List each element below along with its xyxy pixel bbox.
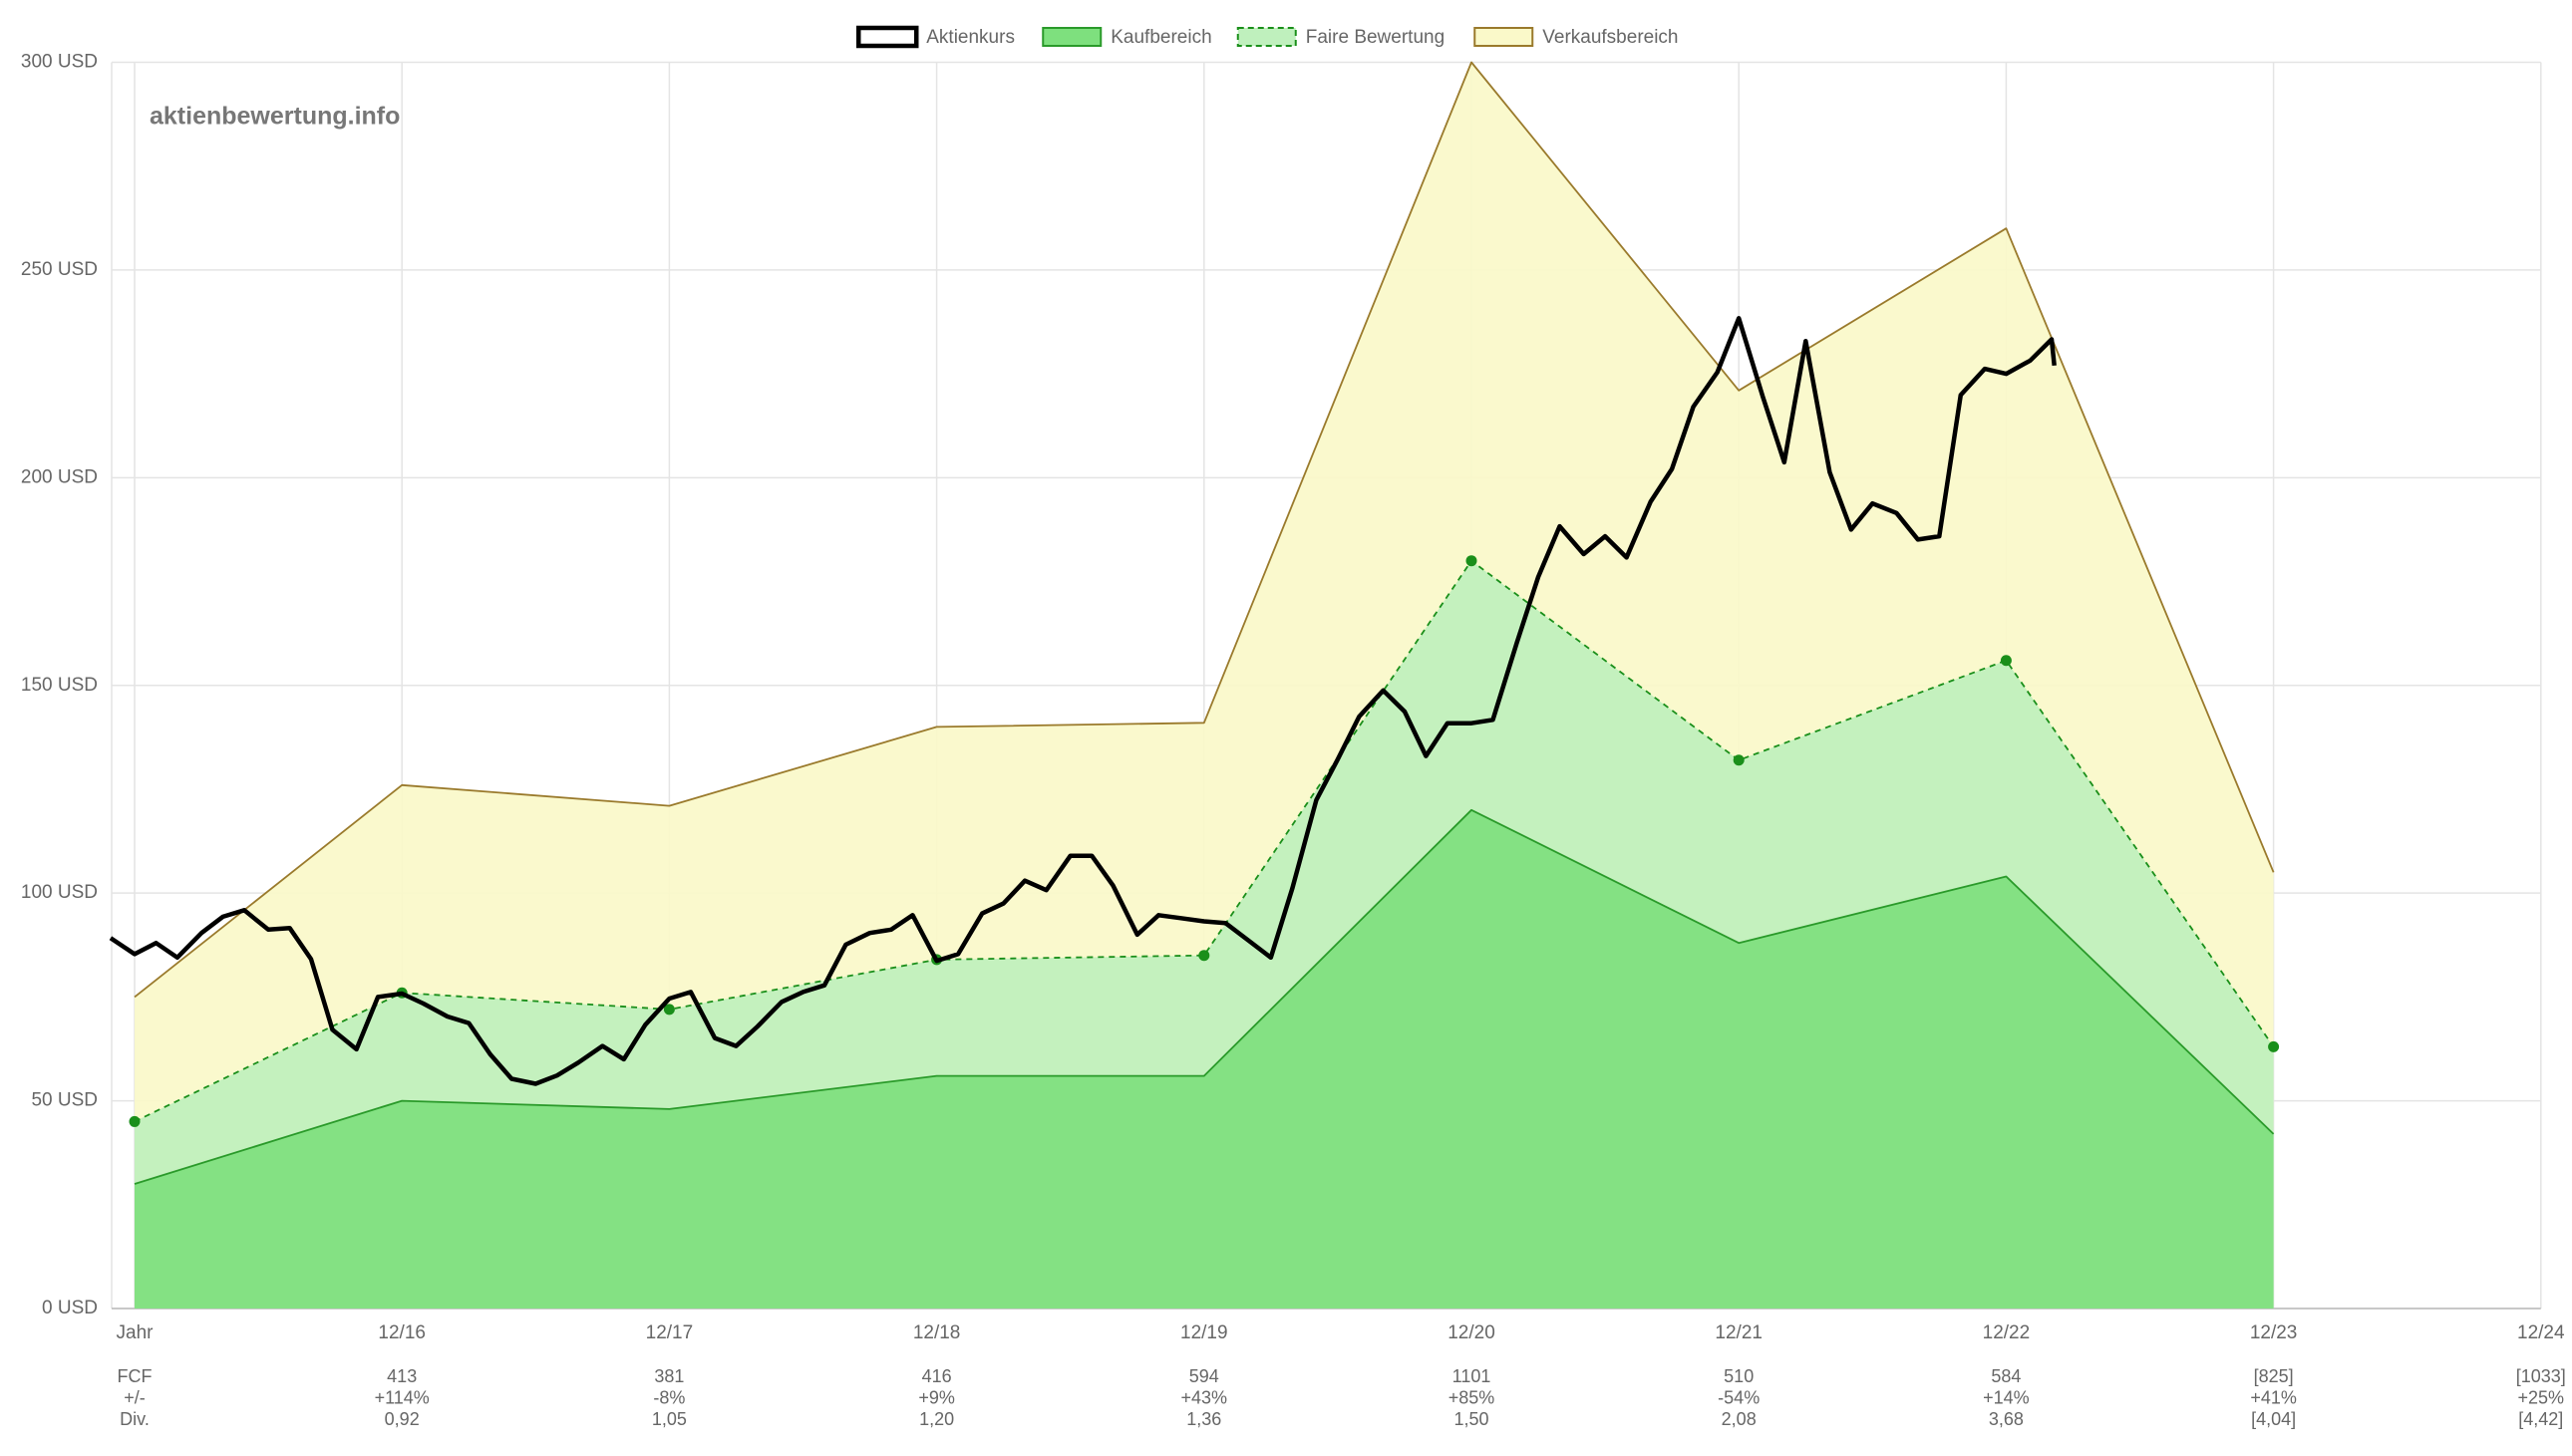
table-cell: 584 <box>1991 1366 2021 1386</box>
table-cell: +114% <box>375 1387 430 1407</box>
x-tick-label: 12/16 <box>378 1322 426 1343</box>
table-cell: 510 <box>1724 1366 1754 1386</box>
marker <box>129 1115 141 1127</box>
table-cell: 1,36 <box>1186 1409 1221 1429</box>
table-cell: 1,05 <box>652 1409 687 1429</box>
legend-label: Faire Bewertung <box>1306 27 1445 48</box>
area <box>135 809 2274 1309</box>
watermark: aktienbewertung.info <box>150 103 400 131</box>
legend-label: Verkaufsbereich <box>1542 27 1678 48</box>
x-tick-label: 12/21 <box>1715 1322 1763 1343</box>
marker <box>1465 555 1477 567</box>
table-cell: [4,42] <box>2518 1409 2563 1429</box>
marker <box>2000 655 2012 667</box>
table-cell: [4,04] <box>2251 1409 2296 1429</box>
table-cell: FCF <box>118 1366 153 1386</box>
area-line <box>134 808 2275 1185</box>
table-cell: 1,20 <box>919 1409 954 1429</box>
y-tick-label: 300 USD <box>21 52 98 73</box>
table-cell: +14% <box>1983 1387 2030 1407</box>
marker <box>2268 1040 2280 1052</box>
table-cell: 2,08 <box>1722 1409 1757 1429</box>
table-cell: [1033] <box>2516 1366 2566 1386</box>
table-cell: 0,92 <box>385 1409 420 1429</box>
area-line <box>134 61 2275 999</box>
y-tick-label: 250 USD <box>21 259 98 280</box>
table-cell: +/- <box>124 1387 146 1407</box>
table-cell: 594 <box>1189 1366 1219 1386</box>
marker <box>1198 950 1210 962</box>
table-cell: 1101 <box>1452 1366 1491 1386</box>
labels: 0 USD 50 USD 100 USD 150 USD 200 USD 250 USD 3… <box>21 25 2566 1429</box>
legend-label: Kaufbereich <box>1111 27 1211 48</box>
x-tick-label: 12/17 <box>646 1322 694 1343</box>
table-cell: -54% <box>1718 1387 1760 1407</box>
legend-swatch <box>1236 27 1297 47</box>
x-tick-label: 12/18 <box>913 1322 961 1343</box>
table-cell: [825] <box>2254 1366 2294 1386</box>
table-cell: +85% <box>1448 1387 1495 1407</box>
table-cell: +41% <box>2250 1387 2297 1407</box>
x-tick-label: 12/20 <box>1447 1322 1495 1343</box>
y-tick-label: 100 USD <box>21 882 98 903</box>
table-cell: -8% <box>653 1387 685 1407</box>
marker <box>663 1004 675 1016</box>
y-tick-label: 50 USD <box>31 1090 98 1111</box>
legend-swatch <box>1042 27 1103 47</box>
y-tick-label: 200 USD <box>21 466 98 487</box>
table-cell: 3,68 <box>1989 1409 2024 1429</box>
table-cell: 413 <box>387 1366 417 1386</box>
legend-swatch <box>1473 27 1534 47</box>
table-cell: +43% <box>1181 1387 1228 1407</box>
marker <box>1733 754 1745 766</box>
x-tick-label: 12/23 <box>2250 1322 2298 1343</box>
area-line <box>134 559 2275 1123</box>
legend-label: Aktienkurs <box>926 27 1015 48</box>
table-cell: +25% <box>2518 1387 2565 1407</box>
table-cell: +9% <box>918 1387 955 1407</box>
lines <box>109 61 2280 1185</box>
x-tick-label: 12/19 <box>1180 1322 1228 1343</box>
x-tick-label: 12/24 <box>2517 1322 2565 1343</box>
table-cell: 381 <box>654 1366 684 1386</box>
y-tick-label: 150 USD <box>21 675 98 696</box>
price-line <box>109 316 2057 1086</box>
table-cell: Div. <box>120 1409 150 1429</box>
x-tick-label: 12/22 <box>1983 1322 2031 1343</box>
x-tick-label: Jahr <box>117 1322 155 1343</box>
table-cell: 416 <box>922 1366 952 1386</box>
y-tick-label: 0 USD <box>42 1298 98 1318</box>
legend-swatch <box>856 25 919 49</box>
table-cell: 1,50 <box>1453 1409 1488 1429</box>
